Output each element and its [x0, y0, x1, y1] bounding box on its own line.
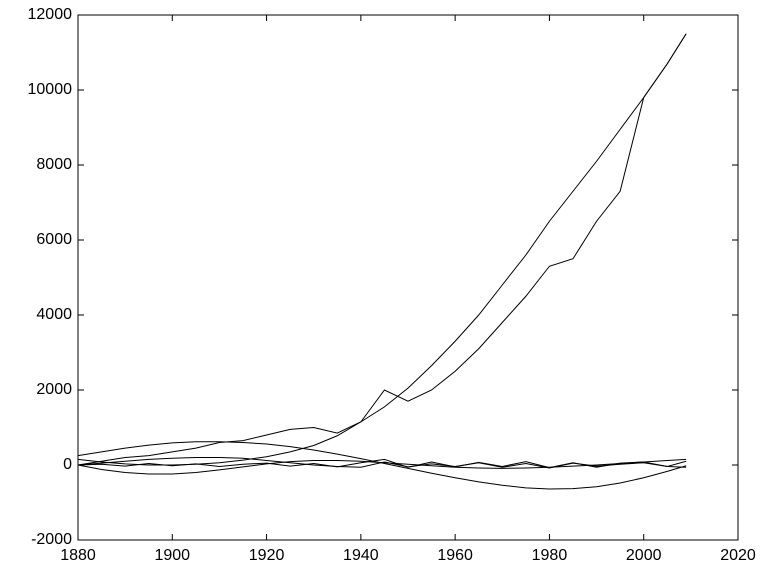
y-tick-label: 2000: [36, 381, 72, 398]
series-line: [77, 458, 687, 469]
plot-frame: [77, 14, 739, 541]
x-tick-label: 1880: [60, 547, 96, 564]
x-tick-label: 1920: [249, 547, 285, 564]
y-tick-label: 12000: [28, 6, 73, 23]
y-tick-label: 8000: [36, 156, 72, 173]
y-tick-label: 0: [63, 456, 72, 473]
y-tick-label: -2000: [31, 531, 72, 548]
series-line: [77, 457, 687, 469]
x-tick-label: 2020: [720, 547, 756, 564]
x-tick-label: 1980: [532, 547, 568, 564]
y-tick-label: 4000: [36, 306, 72, 323]
x-tick-label: 1960: [437, 547, 473, 564]
x-tick-label: 1900: [154, 547, 190, 564]
x-tick-label: 1940: [343, 547, 379, 564]
y-tick-label: 6000: [36, 231, 72, 248]
x-tick-label: 2000: [626, 547, 662, 564]
y-tick-label: 10000: [28, 81, 73, 98]
series-line: [77, 33, 687, 466]
series-line: [77, 441, 687, 490]
series-line: [77, 33, 687, 466]
